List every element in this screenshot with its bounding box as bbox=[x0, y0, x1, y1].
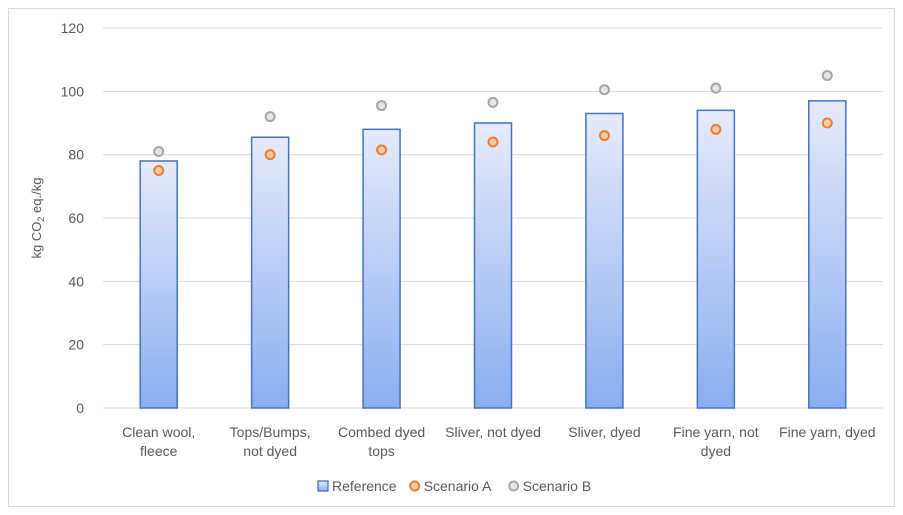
bar-reference bbox=[808, 100, 847, 409]
markers bbox=[153, 70, 833, 176]
bar-reference bbox=[362, 128, 401, 409]
y-tick-label: 100 bbox=[61, 83, 85, 99]
marker-scenario-a bbox=[264, 149, 276, 161]
marker-scenario-a bbox=[821, 117, 833, 129]
marker-scenario-a bbox=[153, 165, 165, 176]
legend-label: Scenario B bbox=[523, 478, 591, 494]
x-category-label: Combed dyed tops bbox=[338, 424, 425, 459]
x-category-label: Sliver, not dyed bbox=[445, 424, 541, 440]
marker-scenario-b bbox=[821, 70, 833, 81]
legend-label: Scenario A bbox=[424, 478, 492, 494]
marker-scenario-b bbox=[710, 82, 722, 94]
legend-label: Reference bbox=[332, 478, 397, 494]
x-category-label: Clean wool, fleece bbox=[122, 424, 195, 459]
y-tick-label: 60 bbox=[68, 210, 84, 226]
y-tick-labels: 0 20 40 60 80 100 120 bbox=[61, 20, 85, 416]
marker-scenario-b bbox=[598, 84, 610, 96]
x-category-label: Fine yarn, not dyed bbox=[673, 424, 759, 459]
legend-item-scenario-b: Scenario B bbox=[508, 478, 591, 494]
bar-reference bbox=[585, 112, 624, 409]
marker-scenario-b bbox=[487, 96, 499, 108]
bar-reference bbox=[250, 136, 290, 409]
marker-scenario-a bbox=[598, 130, 610, 142]
x-category-label: Fine yarn, dyed bbox=[779, 424, 876, 440]
y-tick-label: 0 bbox=[76, 400, 84, 416]
legend-item-scenario-a: Scenario A bbox=[409, 478, 492, 494]
y-axis-title: kg CO2 eq./kg bbox=[29, 178, 46, 259]
legend-swatch bbox=[508, 480, 520, 492]
x-category-label: Sliver, dyed bbox=[568, 424, 640, 440]
marker-scenario-b bbox=[153, 146, 165, 157]
legend: Reference Scenario A Scenario B bbox=[317, 478, 591, 494]
bars bbox=[139, 100, 847, 409]
legend-item-reference: Reference bbox=[317, 478, 397, 494]
y-tick-label: 80 bbox=[68, 147, 84, 163]
y-tick-label: 120 bbox=[61, 20, 85, 36]
marker-scenario-b bbox=[376, 100, 388, 112]
marker-scenario-b bbox=[264, 111, 276, 123]
bar-reference bbox=[473, 122, 513, 409]
bar-reference bbox=[696, 109, 736, 409]
legend-swatch bbox=[409, 480, 421, 492]
marker-scenario-a bbox=[487, 136, 499, 148]
y-tick-label: 20 bbox=[68, 337, 84, 353]
marker-scenario-a bbox=[376, 144, 388, 156]
legend-swatch bbox=[317, 480, 329, 492]
marker-scenario-a bbox=[710, 123, 722, 135]
y-tick-label: 40 bbox=[68, 273, 84, 289]
x-category-label: Tops/Bumps, not dyed bbox=[230, 424, 311, 459]
x-category-labels: Clean wool, fleece Tops/Bumps, not dyed Comb… bbox=[122, 424, 875, 459]
bar-reference bbox=[139, 160, 178, 409]
